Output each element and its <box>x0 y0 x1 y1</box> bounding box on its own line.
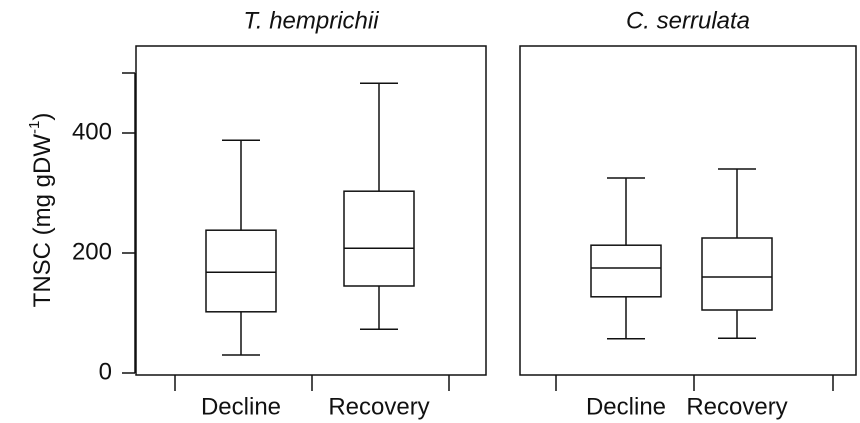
box <box>205 229 277 313</box>
panel-title: T. hemprichii <box>243 7 379 34</box>
box <box>343 190 415 287</box>
x-tick-label: Recovery <box>328 393 429 420</box>
y-tick-label: 0 <box>99 358 112 385</box>
box <box>701 237 773 311</box>
y-tick-label: 400 <box>72 118 112 145</box>
y-label-suffix: ) <box>29 113 56 121</box>
y-label-superscript: -1 <box>26 121 43 134</box>
box <box>590 244 662 298</box>
panel-title: C. serrulata <box>626 7 750 34</box>
x-tick-label: Recovery <box>686 393 787 420</box>
panel-frame <box>135 45 487 376</box>
x-tick-label: Decline <box>201 393 281 420</box>
y-axis-label: TNSC (mg gDW-1) <box>26 113 56 308</box>
y-label-text: TNSC (mg gDW <box>29 134 56 308</box>
x-tick-label: Decline <box>586 393 666 420</box>
y-tick-label: 200 <box>72 238 112 265</box>
panel-frame <box>519 45 857 376</box>
